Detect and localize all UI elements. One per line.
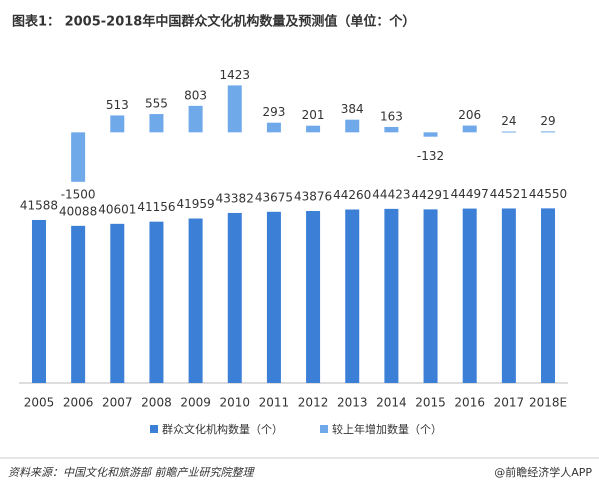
- bar: [188, 218, 203, 383]
- x-tick-label: 2007: [102, 396, 133, 410]
- data-label: 384: [341, 102, 364, 116]
- data-label: 40088: [59, 204, 97, 218]
- bar: [188, 105, 203, 133]
- legend-swatch: [320, 425, 328, 433]
- x-tick-label: 2009: [180, 396, 211, 410]
- data-label: 24: [501, 114, 516, 128]
- x-tick-label: 2006: [63, 396, 94, 410]
- data-label: 44521: [490, 187, 528, 201]
- bar: [345, 209, 360, 383]
- data-label: 163: [380, 109, 403, 123]
- x-tick-label: 2010: [219, 396, 250, 410]
- data-label: 44497: [451, 187, 489, 201]
- x-tick-label: 2014: [376, 396, 407, 410]
- chart-title: 图表1： 2005-2018年中国群众文化机构数量及预测值（单位：个）: [12, 14, 415, 30]
- data-label: 513: [106, 98, 129, 112]
- bar: [149, 114, 164, 133]
- bar: [462, 125, 477, 133]
- x-tick-label: 2008: [141, 396, 172, 410]
- bar: [71, 132, 86, 182]
- data-label: 43382: [216, 191, 254, 205]
- data-label: 44291: [411, 188, 449, 202]
- x-tick-label: 2016: [454, 396, 485, 410]
- bar: [71, 225, 86, 383]
- bar: [541, 131, 556, 133]
- bar: [266, 211, 281, 383]
- bar: [31, 219, 46, 383]
- bar: [149, 221, 164, 383]
- legend-label: 较上年增加数量（个）: [332, 422, 442, 436]
- legend-label: 群众文化机构数量（个）: [162, 422, 283, 436]
- brand: @前瞻经济学人APP: [494, 465, 592, 479]
- data-label: 44550: [529, 187, 567, 201]
- bar: [501, 208, 516, 383]
- x-tick-label: 2013: [337, 396, 368, 410]
- x-tick-label: 2011: [259, 396, 290, 410]
- x-tick-label: 2015: [415, 396, 446, 410]
- data-label: -132: [417, 149, 444, 163]
- x-tick-label: 2018E: [529, 396, 567, 410]
- data-label: -1500: [61, 187, 96, 201]
- bar: [423, 132, 438, 137]
- x-tick-label: 2005: [24, 396, 55, 410]
- data-label: 43675: [255, 190, 293, 204]
- bar: [462, 208, 477, 383]
- data-label: 44423: [372, 187, 410, 201]
- bar: [501, 131, 516, 133]
- bar: [266, 122, 281, 133]
- data-label: 206: [458, 108, 481, 122]
- bar: [384, 126, 399, 133]
- data-label: 1423: [219, 68, 250, 82]
- data-label: 41588: [20, 198, 58, 212]
- source: 资料来源：中国文化和旅游部 前瞻产业研究院整理: [8, 466, 255, 479]
- data-label: 555: [145, 97, 168, 111]
- data-label: 29: [540, 114, 555, 128]
- data-label: 43876: [294, 190, 332, 204]
- bar: [306, 211, 321, 383]
- bar: [306, 125, 321, 133]
- bar: [110, 223, 125, 383]
- x-tick-label: 2012: [298, 396, 329, 410]
- bar: [345, 119, 360, 133]
- bar: [110, 115, 125, 133]
- bar: [227, 85, 242, 133]
- bar: [227, 212, 242, 383]
- data-label: 201: [302, 108, 325, 122]
- bar: [384, 208, 399, 383]
- legend-swatch: [150, 425, 158, 433]
- data-label: 293: [262, 105, 285, 119]
- data-label: 41156: [137, 200, 175, 214]
- data-label: 40601: [98, 202, 136, 216]
- data-label: 803: [184, 88, 207, 102]
- data-label: 44260: [333, 188, 371, 202]
- data-label: 41959: [177, 197, 215, 211]
- bar: [423, 209, 438, 383]
- x-tick-label: 2017: [494, 396, 525, 410]
- bar: [541, 208, 556, 383]
